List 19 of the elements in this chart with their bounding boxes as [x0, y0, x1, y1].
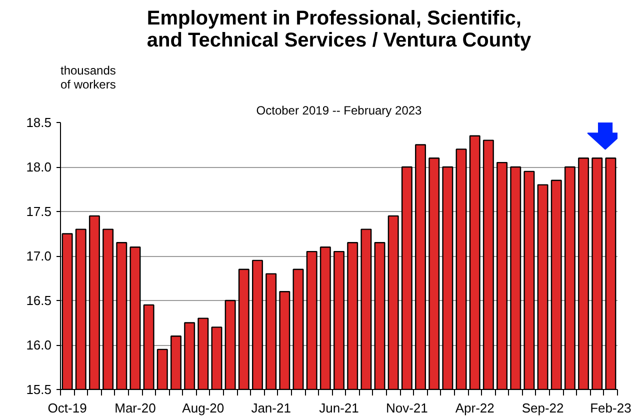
x-tick-label: Nov-21 — [386, 400, 428, 416]
x-tick-label: Jan-21 — [251, 400, 291, 416]
x-tick-label: Mar-20 — [114, 400, 156, 416]
x-tick-label: Apr-22 — [455, 400, 494, 416]
x-tick-label: Oct-19 — [48, 400, 87, 416]
y-tick-label: 18.5 — [26, 115, 52, 130]
y-tick-label: 15.5 — [26, 382, 52, 397]
x-tick-label: Sep-22 — [522, 400, 564, 416]
y-tick-label: 17.0 — [26, 248, 52, 264]
chart-title: Employment in Professional, Scientific, and Technical Services / Ventura County — [146, 8, 532, 52]
y-tick-label: 16.0 — [26, 338, 52, 352]
chart-subtitle: October 2019 -- February 2023 — [256, 104, 422, 118]
y-axis-title: thousands of workers — [60, 64, 116, 92]
x-tick-label: Jun-21 — [319, 400, 359, 416]
x-tick-label: Aug-20 — [182, 400, 224, 416]
x-tick-label: Feb-23 — [590, 400, 632, 416]
y-tick-label: 17.5 — [26, 204, 52, 219]
y-tick-label: 16.5 — [26, 293, 52, 308]
y-tick-label: 18.0 — [26, 160, 52, 174]
